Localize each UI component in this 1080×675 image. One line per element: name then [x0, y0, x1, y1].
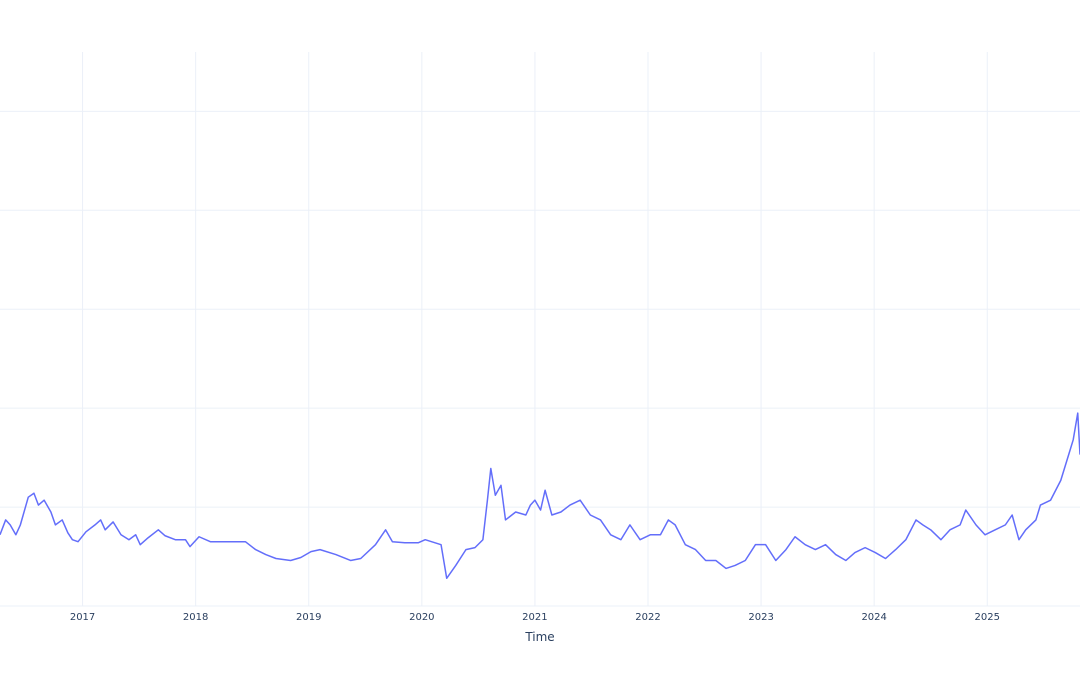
x-tick-label: 2018: [183, 612, 208, 623]
x-tick-label: 2022: [635, 612, 660, 623]
x-tick-label: 2019: [296, 612, 321, 623]
x-tick-label: 2025: [975, 612, 1000, 623]
x-tick-label: 2021: [522, 612, 547, 623]
x-tick-label: 2024: [861, 612, 886, 623]
series-line: [0, 412, 1080, 580]
x-axis-title: Time: [524, 630, 554, 644]
grid: [0, 52, 1080, 607]
x-tick-label: 2023: [748, 612, 773, 623]
x-tick-label: 2017: [70, 612, 95, 623]
plot-area: [0, 412, 1080, 580]
x-tick-label: 2020: [409, 612, 434, 623]
